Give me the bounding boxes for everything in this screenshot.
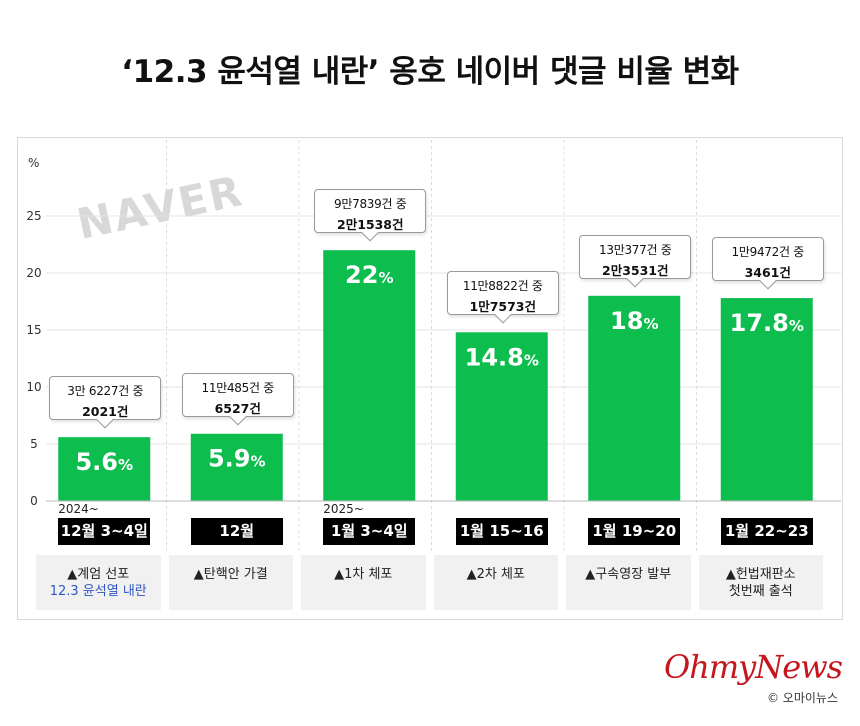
comment-count-callout: 11만485건 중 6527건	[181, 372, 294, 417]
y-tick-label: 25	[26, 209, 41, 223]
comment-count-callout: 1만9472건 중 3461건	[711, 237, 824, 282]
callout-count: 2만3531건	[602, 262, 669, 278]
callout-count: 1만7573건	[469, 299, 537, 315]
event-title: ▲탄핵안 가결	[193, 567, 268, 582]
event-title: ▲계엄 선포	[67, 567, 130, 582]
bar	[588, 295, 681, 501]
callout-total: 9만7839건 중	[334, 197, 407, 212]
bar	[720, 298, 813, 501]
bar-value-label: 17.8%	[730, 309, 804, 337]
callout-total: 1만9472건 중	[731, 245, 805, 260]
callout-total: 3만 6227건 중	[67, 384, 144, 399]
event-label: ▲계엄 선포 12.3 윤석열 내란	[36, 555, 161, 610]
bar	[455, 332, 548, 501]
event-title: ▲1차 체포	[334, 567, 393, 582]
event-label: ▲구속영장 발부	[566, 555, 691, 610]
callout-count: 6527건	[214, 400, 261, 416]
callout-count: 3461건	[744, 265, 791, 281]
event-subtitle: 첫번째 출석	[728, 584, 793, 599]
event-label: ▲1차 체포	[301, 555, 426, 610]
bar-value-label: 5.9%	[208, 445, 266, 473]
bar-value-label: 5.6%	[75, 448, 133, 476]
y-axis-unit-label: %	[28, 156, 39, 170]
comment-count-callout: 3만 6227건 중 2021건	[49, 376, 162, 421]
bar-value-label: 22%	[345, 261, 393, 289]
event-subtitle: 12.3 윤석열 내란	[49, 584, 147, 599]
bar-value-label: 14.8%	[465, 343, 539, 371]
chart-title: ‘12.3 윤석열 내란’ 옹호 네이버 댓글 비율 변화	[121, 54, 739, 90]
x-category-label: 1월 3~4일	[323, 518, 416, 545]
y-tick-label: 15	[26, 323, 41, 337]
x-category-label: 1월 15~16일	[455, 518, 548, 567]
comment-count-callout: 11만8822건 중 1만7573건	[446, 271, 559, 316]
event-label: ▲탄핵안 가결	[168, 555, 293, 610]
y-tick-label: 5	[30, 437, 38, 451]
callout-total: 11만485건 중	[201, 380, 275, 395]
bar	[190, 433, 283, 501]
bar	[58, 437, 151, 501]
event-title: ▲구속영장 발부	[585, 567, 672, 582]
year-label: 2025~	[323, 502, 364, 516]
callout-count: 2만1538건	[337, 217, 404, 233]
comment-count-callout: 13만377건 중 2만3531건	[579, 234, 692, 279]
x-category-label: 12월 3~4일	[58, 518, 151, 545]
x-category-label: 1월 19~20일	[588, 518, 681, 567]
event-label: ▲2차 체포	[433, 555, 558, 610]
bar-value-label: 18%	[610, 307, 658, 335]
callout-total: 11만8822건 중	[462, 279, 543, 294]
event-title: ▲헌법재판소	[725, 567, 796, 582]
y-tick-label: 10	[26, 380, 41, 394]
copyright-text: © 오마이뉴스	[766, 691, 838, 705]
x-category-label: 1월 22~23일	[720, 518, 813, 567]
callout-count: 2021건	[82, 404, 129, 420]
bar	[323, 250, 416, 501]
x-category-label: 12월 13~14일	[190, 518, 283, 567]
callout-total: 13만377건 중	[599, 242, 672, 257]
comment-count-callout: 9만7839건 중 2만1538건	[314, 189, 427, 234]
y-tick-label: 0	[30, 494, 38, 508]
year-label: 2024~	[58, 502, 99, 516]
ohmynews-logo: OhmyNews	[663, 648, 843, 686]
event-title: ▲2차 체포	[466, 567, 525, 582]
y-tick-label: 20	[26, 266, 41, 280]
